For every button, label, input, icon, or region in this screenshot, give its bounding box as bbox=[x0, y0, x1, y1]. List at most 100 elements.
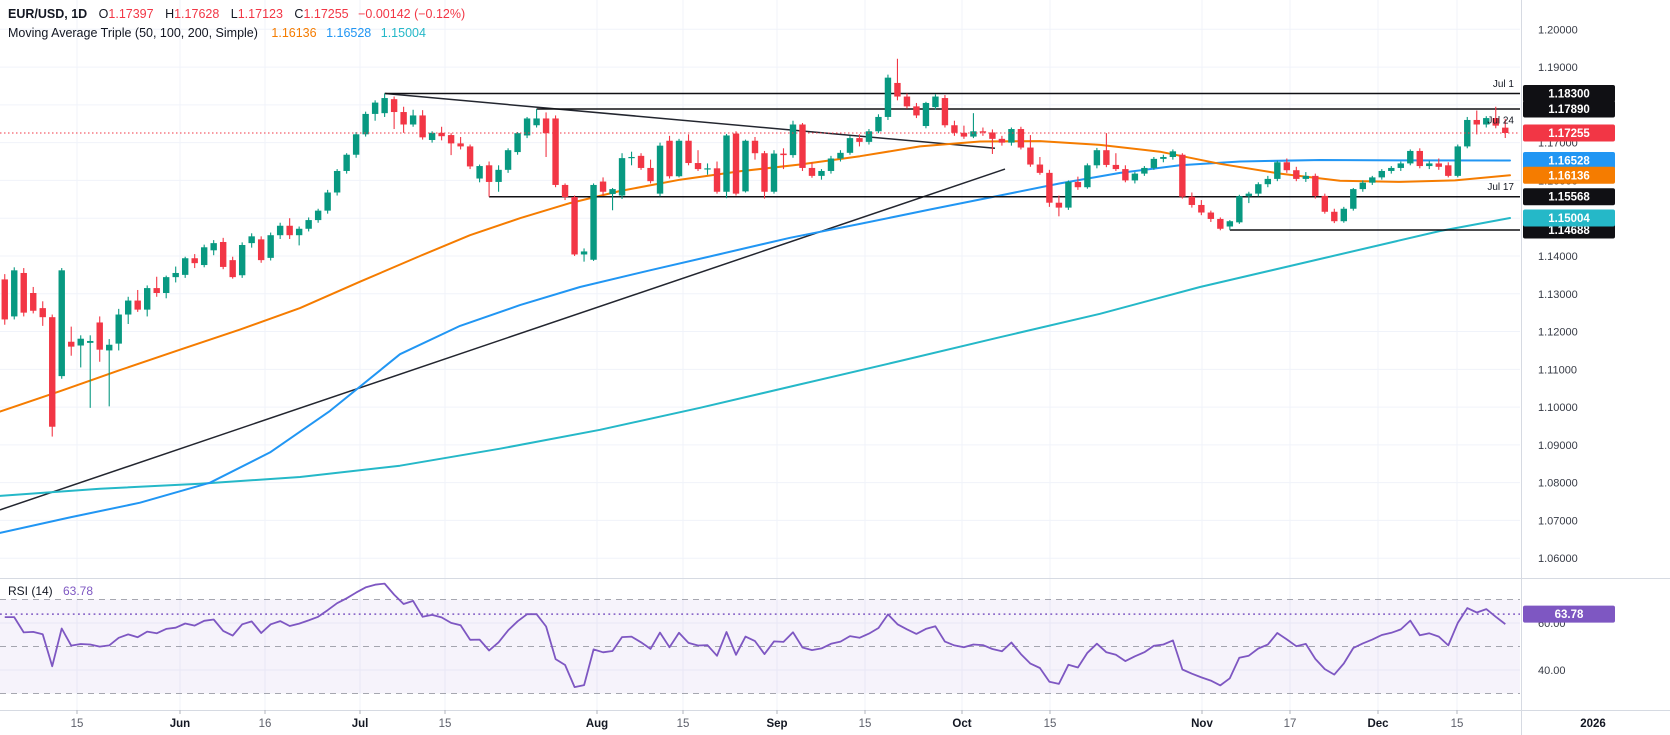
candle-body bbox=[200, 247, 208, 266]
axis-label: 40.00 bbox=[1538, 665, 1566, 677]
candle-body bbox=[533, 118, 540, 126]
axis-label: 1.15004 bbox=[1548, 213, 1590, 225]
candle-body bbox=[1160, 156, 1167, 159]
candle-body bbox=[742, 140, 749, 192]
candle-body bbox=[1483, 118, 1490, 125]
candle-body bbox=[49, 317, 56, 427]
candle-body bbox=[191, 258, 198, 264]
symbol-legend-row: EUR/USD, 1D O1.17397 H1.17628 L1.17123 C… bbox=[8, 5, 465, 24]
candle-body bbox=[1255, 184, 1262, 194]
change-value: −0.00142 (−0.12%) bbox=[358, 7, 466, 21]
candle-body bbox=[1169, 151, 1177, 157]
candle-body bbox=[362, 113, 369, 135]
axis-label: 1.16136 bbox=[1548, 170, 1590, 182]
axis-label: 1.07000 bbox=[1538, 515, 1578, 527]
candle-body bbox=[1084, 165, 1091, 188]
sma-200-line[interactable] bbox=[0, 217, 1511, 497]
last-price-badge: 1.17255 bbox=[1523, 124, 1615, 142]
indicator-title[interactable]: Moving Average Triple (50, 100, 200, Sim… bbox=[8, 26, 258, 40]
ray-price-badge: 1.18300 bbox=[1523, 85, 1615, 103]
candle-body bbox=[1017, 129, 1025, 148]
candle-body bbox=[30, 292, 37, 311]
time-axis[interactable]: 15 Jun 16 Jul 15 Aug 15 Sep 15 Oct 15 Nov 17 Dec 15 202… bbox=[71, 710, 1606, 730]
candle-body bbox=[628, 156, 635, 159]
candle-body bbox=[77, 338, 84, 346]
candle-body bbox=[1502, 127, 1509, 133]
axis-label: 16 bbox=[259, 718, 272, 730]
sma-50-line[interactable] bbox=[0, 140, 1511, 413]
axis-label: 63.78 bbox=[1555, 609, 1584, 621]
axis-label: 15 bbox=[677, 718, 690, 730]
candle-body bbox=[58, 270, 65, 377]
candle-body bbox=[951, 125, 958, 133]
ma-price-badge: 1.15004 bbox=[1523, 209, 1615, 227]
symbol-title[interactable]: EUR/USD, 1D bbox=[8, 7, 88, 21]
candle-body bbox=[172, 272, 179, 278]
candle-body bbox=[590, 184, 597, 260]
price-axis[interactable]: 1.200001.190001.180001.170001.160001.150… bbox=[1538, 24, 1578, 677]
candle-body bbox=[932, 96, 939, 108]
axis-label: 2026 bbox=[1580, 718, 1606, 730]
candle-body bbox=[314, 210, 322, 221]
candle-body bbox=[609, 189, 616, 195]
sma50-value: 1.16136 bbox=[271, 26, 317, 40]
candle-body bbox=[704, 168, 711, 170]
candle-body bbox=[419, 115, 426, 138]
axis-label: Jul 17 bbox=[1487, 182, 1514, 193]
candle-body bbox=[504, 150, 512, 170]
axis-label: 1.17890 bbox=[1548, 104, 1590, 116]
candle-body bbox=[694, 163, 702, 170]
candle-body bbox=[827, 158, 835, 171]
candle-body bbox=[1008, 129, 1015, 143]
candle-body bbox=[352, 134, 360, 155]
candle-body bbox=[286, 225, 293, 236]
candle-body bbox=[780, 153, 787, 156]
candle-body bbox=[1274, 162, 1281, 179]
candle-body bbox=[1388, 167, 1395, 171]
axis-label: 15 bbox=[1451, 718, 1464, 730]
candle-body bbox=[295, 228, 303, 236]
ma-price-badge: 1.16528 bbox=[1523, 151, 1615, 169]
candle-body bbox=[552, 118, 559, 185]
axis-label: 1.10000 bbox=[1538, 402, 1578, 414]
axis-label: 1.09000 bbox=[1538, 440, 1578, 452]
candle-body bbox=[875, 116, 882, 132]
candle-body bbox=[637, 155, 645, 168]
ma-price-badge: 1.16136 bbox=[1523, 166, 1615, 184]
candle-body bbox=[1027, 147, 1034, 165]
candle-body bbox=[153, 288, 160, 293]
candle-body bbox=[808, 167, 816, 176]
trendline-descending[interactable] bbox=[384, 92, 996, 150]
candle-body bbox=[1473, 119, 1480, 125]
candle-body bbox=[998, 138, 1006, 143]
axis-label: 1.08000 bbox=[1538, 478, 1578, 490]
candle-body bbox=[989, 132, 996, 139]
candle-body bbox=[970, 131, 977, 137]
candle-body bbox=[751, 140, 759, 154]
axis-label: 63.78 bbox=[63, 584, 93, 598]
candle-body bbox=[229, 260, 236, 278]
candle-body bbox=[770, 153, 778, 192]
rsi-line[interactable] bbox=[4, 582, 1506, 688]
candle-body bbox=[1141, 167, 1148, 174]
candle-body bbox=[1122, 169, 1129, 181]
candle-body bbox=[941, 98, 949, 126]
axis-label: 1.20000 bbox=[1538, 24, 1578, 36]
candle-body bbox=[1416, 150, 1423, 167]
candle-body bbox=[1312, 175, 1319, 196]
candle-body bbox=[447, 135, 455, 144]
candle-body bbox=[1445, 165, 1452, 176]
ray-date-labels: Jul 1 Jul 24 Jul 17 bbox=[1487, 79, 1514, 193]
candle-body bbox=[115, 314, 122, 344]
sma-100-line[interactable] bbox=[0, 159, 1511, 534]
candle-body bbox=[675, 140, 683, 177]
trendline-ascending[interactable] bbox=[0, 168, 1006, 511]
candle-body bbox=[1, 279, 8, 320]
sma200-value: 1.15004 bbox=[380, 26, 426, 40]
candle-body bbox=[476, 166, 483, 179]
price-rays bbox=[384, 92, 1520, 231]
open-label: O bbox=[98, 7, 109, 21]
candle-body bbox=[846, 138, 854, 153]
